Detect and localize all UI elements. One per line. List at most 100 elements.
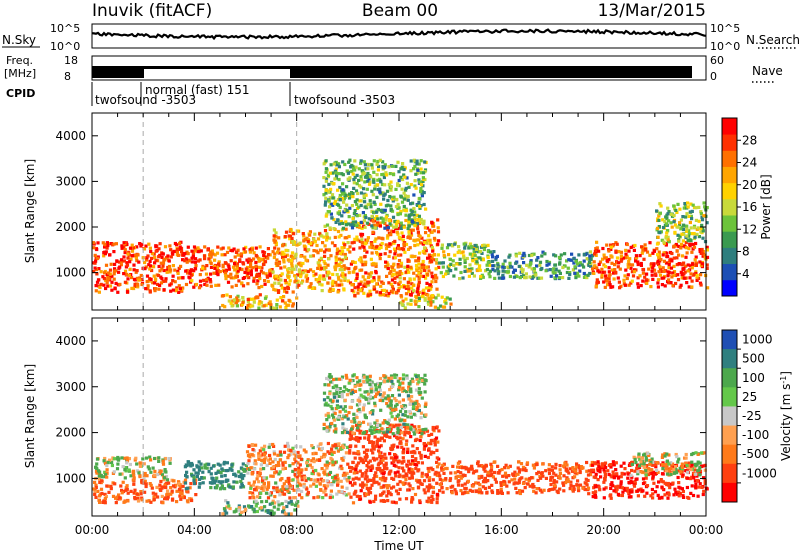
data-cell <box>588 261 591 264</box>
data-cell <box>207 463 210 466</box>
data-cell <box>197 259 200 262</box>
nsearch-tick-high: 10^5 <box>710 22 740 35</box>
data-cell <box>346 463 349 466</box>
data-cell <box>262 271 265 274</box>
data-cell <box>159 242 162 245</box>
data-cell <box>395 225 398 228</box>
data-cell <box>166 489 169 492</box>
data-cell <box>283 265 286 268</box>
data-cell <box>424 226 427 229</box>
data-cell <box>502 276 505 279</box>
data-cell <box>606 469 609 472</box>
data-cell <box>383 453 386 456</box>
data-cell <box>647 268 650 271</box>
data-cell <box>558 270 561 273</box>
data-cell <box>661 472 664 475</box>
data-cell <box>368 246 371 249</box>
data-cell <box>499 481 502 484</box>
data-cell <box>186 475 189 478</box>
data-cell <box>382 166 385 169</box>
data-cell <box>140 274 143 277</box>
data-cell <box>598 485 601 488</box>
data-cell <box>222 265 225 268</box>
data-cell <box>681 487 684 490</box>
data-cell <box>689 272 692 275</box>
data-cell <box>684 271 687 274</box>
data-cell <box>657 270 660 273</box>
data-cell <box>107 491 110 494</box>
data-cell <box>417 468 420 471</box>
data-cell <box>414 173 417 176</box>
data-cell <box>223 305 226 308</box>
data-cell <box>630 246 633 249</box>
data-cell <box>432 451 435 454</box>
data-cell <box>439 483 442 486</box>
data-cell <box>320 257 323 260</box>
data-cell <box>493 277 496 280</box>
nsearch-tick-low: 10^0 <box>710 40 740 53</box>
data-cell <box>416 227 419 230</box>
data-cell <box>341 250 344 253</box>
data-cell <box>677 226 680 229</box>
data-cell <box>609 283 612 286</box>
data-cell <box>364 263 367 266</box>
data-cell <box>334 476 337 479</box>
data-cell <box>224 274 227 277</box>
data-cell <box>95 284 98 287</box>
data-cell <box>644 243 647 246</box>
data-cell <box>187 246 190 249</box>
data-cell <box>126 456 129 459</box>
data-cell <box>371 231 374 234</box>
data-cell <box>682 490 685 493</box>
data-cell <box>255 247 258 250</box>
data-cell <box>195 283 198 286</box>
data-cell <box>431 468 434 471</box>
data-cell <box>649 494 652 497</box>
data-cell <box>362 292 365 295</box>
data-cell <box>249 262 252 265</box>
data-cell <box>562 465 565 468</box>
data-cell <box>286 275 289 278</box>
data-cell <box>441 244 444 247</box>
data-cell <box>425 282 428 285</box>
data-cell <box>691 232 694 235</box>
data-cell <box>187 461 190 464</box>
data-cell <box>555 274 558 277</box>
data-cell <box>561 481 564 484</box>
data-cell <box>521 270 524 273</box>
data-cell <box>603 496 606 499</box>
data-cell <box>347 172 350 175</box>
data-cell <box>353 212 356 215</box>
data-cell <box>363 436 366 439</box>
data-cell <box>103 459 106 462</box>
data-cell <box>132 478 135 481</box>
data-cell <box>144 287 147 290</box>
data-cell <box>364 271 367 274</box>
data-cell <box>356 273 359 276</box>
data-cell <box>610 246 613 249</box>
data-cell <box>436 501 439 504</box>
data-cell <box>538 264 541 267</box>
data-cell <box>150 278 153 281</box>
data-cell <box>418 281 421 284</box>
data-cell <box>419 439 422 442</box>
data-cell <box>554 474 557 477</box>
data-cell <box>642 477 645 480</box>
data-cell <box>430 221 433 224</box>
data-cell <box>406 451 409 454</box>
data-cell <box>356 198 359 201</box>
data-cell <box>375 245 378 248</box>
data-cell <box>501 475 504 478</box>
data-cell <box>309 255 312 258</box>
data-cell <box>218 480 221 483</box>
data-cell <box>342 287 345 290</box>
data-cell <box>391 501 394 504</box>
data-cell <box>402 242 405 245</box>
data-cell <box>497 471 500 474</box>
data-cell <box>265 492 268 495</box>
data-cell <box>107 271 110 274</box>
data-cell <box>496 263 499 266</box>
data-cell <box>208 470 211 473</box>
data-cell <box>207 257 210 260</box>
data-cell <box>583 253 586 256</box>
